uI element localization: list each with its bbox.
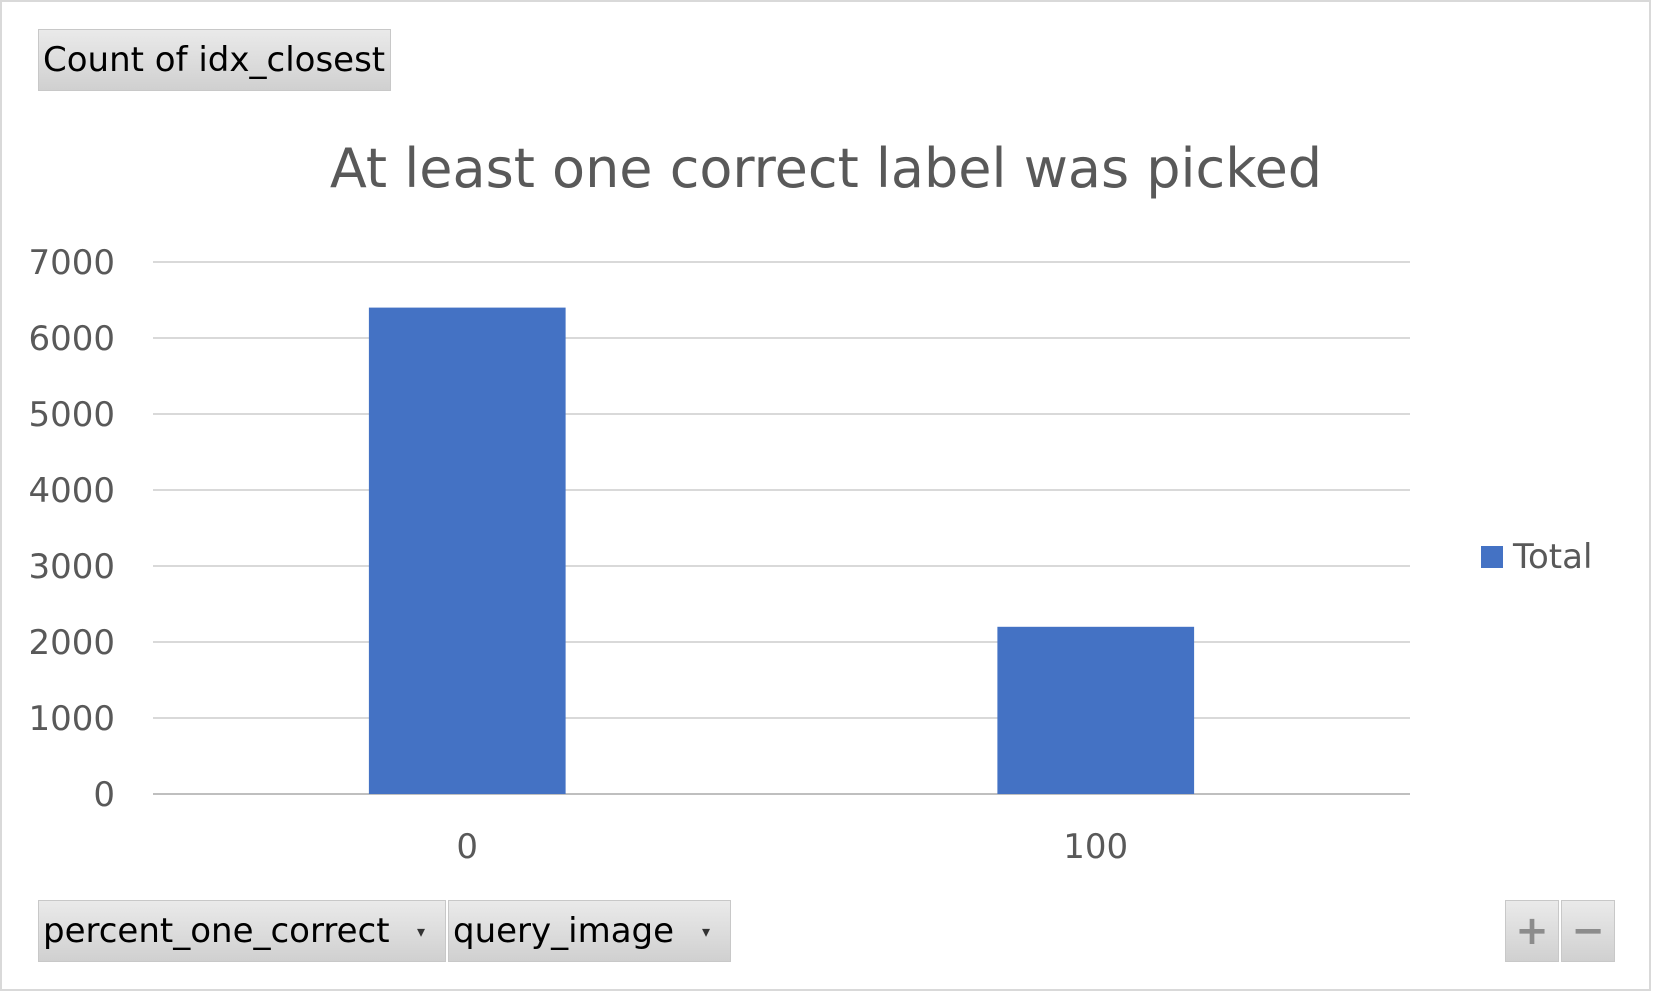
chart-title: At least one correct label was picked <box>330 137 1322 200</box>
dropdown-caret-icon: ▾ <box>416 921 425 941</box>
dropdown-caret-icon: ▾ <box>701 921 710 941</box>
y-tick-label: 0 <box>93 775 115 815</box>
x-axis-ticks: 0 100 <box>456 827 1128 867</box>
axis-field-button-percent-one-correct[interactable]: percent_one_correct ▾ <box>38 900 446 962</box>
collapse-field-button[interactable]: − <box>1561 900 1615 962</box>
plus-icon: + <box>1515 908 1549 954</box>
axis-field-label: percent_one_correct <box>43 911 390 951</box>
x-tick-label: 100 <box>1063 827 1128 867</box>
y-tick-label: 6000 <box>28 319 115 359</box>
y-tick-label: 5000 <box>28 395 115 435</box>
y-tick-label: 4000 <box>28 471 115 511</box>
gridlines <box>153 261 1410 795</box>
bar[interactable] <box>997 626 1195 794</box>
bars <box>368 307 1195 794</box>
legend-label: Total <box>1512 537 1592 577</box>
y-tick-label: 7000 <box>28 243 115 283</box>
y-tick-label: 3000 <box>28 547 115 587</box>
legend-swatch <box>1481 546 1503 568</box>
x-tick-label: 0 <box>456 827 478 867</box>
expand-field-button[interactable]: + <box>1505 900 1559 962</box>
bar[interactable] <box>368 307 566 794</box>
y-tick-label: 2000 <box>28 623 115 663</box>
value-field-button[interactable]: Count of idx_closest <box>38 29 391 91</box>
minus-icon: − <box>1571 908 1605 954</box>
legend[interactable]: Total <box>1481 537 1592 577</box>
axis-field-button-query-image[interactable]: query_image ▾ <box>448 900 731 962</box>
y-axis-ticks: 0 1000 2000 3000 4000 5000 6000 7000 <box>28 243 115 815</box>
y-tick-label: 1000 <box>28 699 115 739</box>
value-field-label: Count of idx_closest <box>43 40 386 80</box>
axis-field-label: query_image <box>453 911 675 951</box>
